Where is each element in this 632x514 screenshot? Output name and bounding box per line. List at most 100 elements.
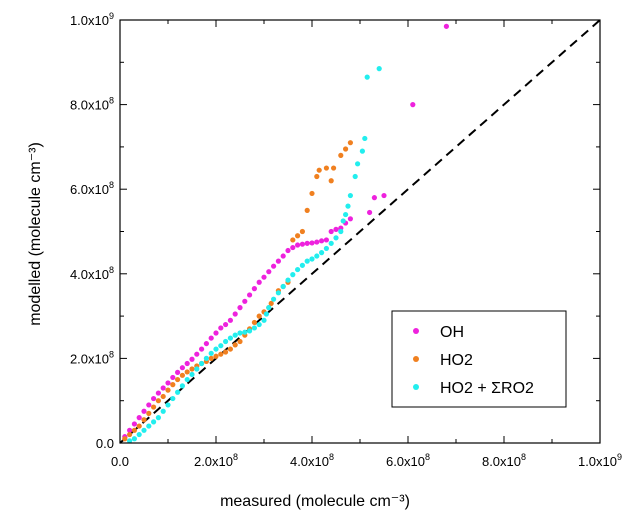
- data-point: [381, 192, 387, 199]
- data-point: [223, 338, 229, 345]
- data-point: [175, 376, 181, 383]
- data-point: [155, 390, 161, 396]
- data-point: [362, 135, 368, 142]
- series-0: [122, 23, 449, 440]
- data-point: [141, 417, 147, 423]
- data-point: [189, 356, 195, 362]
- data-point: [261, 317, 267, 323]
- data-point: [309, 256, 315, 262]
- x-tick-label: 8.0x108: [482, 452, 526, 469]
- data-point: [251, 286, 257, 292]
- data-point: [213, 346, 219, 352]
- data-point: [314, 239, 320, 245]
- data-point: [242, 298, 248, 304]
- data-point: [218, 343, 224, 349]
- data-point: [323, 237, 329, 243]
- data-point: [309, 190, 315, 197]
- data-point: [218, 351, 224, 357]
- data-point: [275, 258, 281, 264]
- y-tick-label: 8.0x108: [70, 96, 114, 113]
- data-point: [299, 228, 305, 235]
- legend-marker: [413, 328, 419, 334]
- data-point: [304, 240, 310, 246]
- data-point: [295, 233, 301, 239]
- legend-marker: [413, 384, 419, 390]
- data-point: [343, 146, 349, 152]
- data-point: [194, 351, 200, 357]
- data-point: [328, 178, 334, 184]
- data-point: [247, 292, 253, 298]
- data-point: [290, 244, 296, 251]
- data-point: [146, 402, 152, 408]
- data-point: [122, 436, 128, 442]
- data-point: [242, 329, 248, 335]
- data-point: [314, 173, 320, 180]
- data-point: [170, 374, 176, 381]
- data-point: [160, 393, 166, 400]
- data-point: [271, 263, 277, 269]
- data-point: [131, 421, 137, 427]
- data-point: [179, 365, 185, 371]
- data-point: [319, 238, 325, 244]
- data-point: [170, 382, 176, 388]
- data-point: [261, 274, 267, 280]
- data-point: [271, 296, 277, 302]
- data-point: [338, 228, 344, 235]
- data-point: [179, 383, 185, 389]
- data-point: [213, 353, 219, 359]
- data-point: [347, 140, 353, 146]
- data-point: [364, 74, 370, 80]
- data-point: [175, 369, 181, 375]
- data-point: [316, 167, 322, 173]
- data-point: [237, 338, 243, 345]
- data-point: [151, 419, 157, 425]
- data-point: [184, 369, 190, 375]
- data-point: [299, 262, 305, 268]
- data-point: [184, 360, 190, 367]
- data-point: [280, 253, 286, 259]
- data-point: [131, 427, 137, 433]
- data-point: [333, 226, 339, 232]
- data-point: [127, 438, 133, 444]
- data-point: [256, 321, 262, 328]
- data-point: [155, 415, 161, 421]
- data-point: [331, 165, 337, 171]
- data-point: [299, 241, 305, 247]
- data-point: [232, 332, 238, 338]
- x-axis-label: measured (molecule cm⁻³): [220, 493, 410, 510]
- data-point: [347, 192, 353, 199]
- data-point: [251, 319, 257, 326]
- data-point: [165, 402, 171, 408]
- y-tick-label: 2.0x108: [70, 349, 114, 366]
- data-point: [165, 380, 171, 386]
- data-point: [160, 385, 166, 391]
- data-point: [314, 253, 320, 259]
- data-point: [189, 371, 195, 378]
- y-tick-label: 6.0x108: [70, 180, 114, 197]
- data-point: [223, 349, 229, 355]
- data-point: [194, 366, 200, 372]
- data-point: [304, 207, 310, 213]
- data-point: [304, 258, 310, 264]
- legend-marker: [413, 356, 419, 362]
- legend-label: HO2: [440, 352, 473, 369]
- data-point: [232, 311, 238, 317]
- data-point: [160, 408, 166, 414]
- y-axis-label: modelled (molecule cm⁻³): [27, 142, 44, 326]
- data-point: [376, 66, 382, 72]
- data-point: [227, 335, 233, 341]
- data-point: [319, 250, 325, 256]
- data-point: [247, 328, 253, 334]
- y-tick-label: 0.0: [96, 436, 114, 451]
- data-point: [199, 360, 205, 367]
- x-tick-label: 1.0x109: [578, 452, 622, 469]
- data-point: [256, 313, 262, 319]
- data-point: [203, 340, 209, 347]
- data-point: [359, 148, 365, 154]
- data-point: [285, 247, 291, 254]
- axes-layer: 0.0 2.0x108 4.0x108 6.0x108 8.0x108 1.0x109 0.…: [70, 11, 622, 469]
- one-to-one-reference-line: [119, 19, 601, 444]
- data-point: [179, 372, 185, 378]
- data-point: [208, 355, 214, 361]
